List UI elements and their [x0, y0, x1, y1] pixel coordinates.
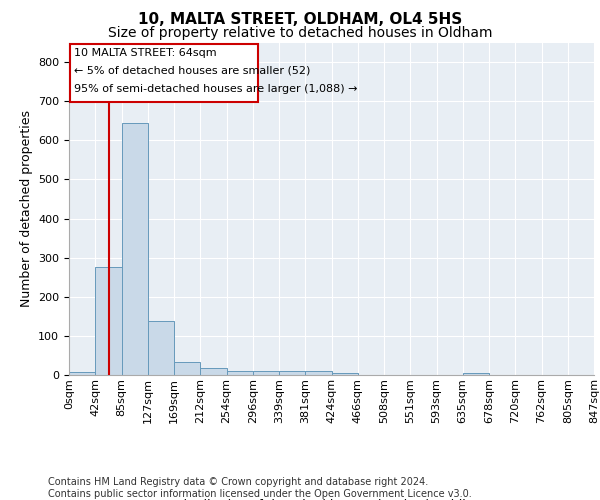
Bar [331, 373, 358, 375]
Bar [69, 372, 95, 375]
Text: 10, MALTA STREET, OLDHAM, OL4 5HS: 10, MALTA STREET, OLDHAM, OL4 5HS [138, 12, 462, 28]
Y-axis label: Number of detached properties: Number of detached properties [20, 110, 32, 307]
FancyBboxPatch shape [70, 44, 258, 102]
Text: ← 5% of detached houses are smaller (52): ← 5% of detached houses are smaller (52) [74, 66, 311, 76]
Bar [95, 268, 121, 375]
Bar [148, 321, 174, 375]
Bar [463, 372, 489, 375]
Text: Contains HM Land Registry data © Crown copyright and database right 2024.
Contai: Contains HM Land Registry data © Crown c… [48, 478, 472, 499]
Text: 95% of semi-detached houses are larger (1,088) →: 95% of semi-detached houses are larger (… [74, 84, 358, 94]
Text: Size of property relative to detached houses in Oldham: Size of property relative to detached ho… [108, 26, 492, 40]
Text: 10 MALTA STREET: 64sqm: 10 MALTA STREET: 64sqm [74, 48, 217, 58]
Bar [174, 362, 200, 375]
Bar [305, 371, 331, 375]
Bar [121, 122, 148, 375]
Bar [200, 368, 227, 375]
Bar [279, 372, 305, 375]
Bar [253, 370, 279, 375]
Bar [227, 370, 253, 375]
